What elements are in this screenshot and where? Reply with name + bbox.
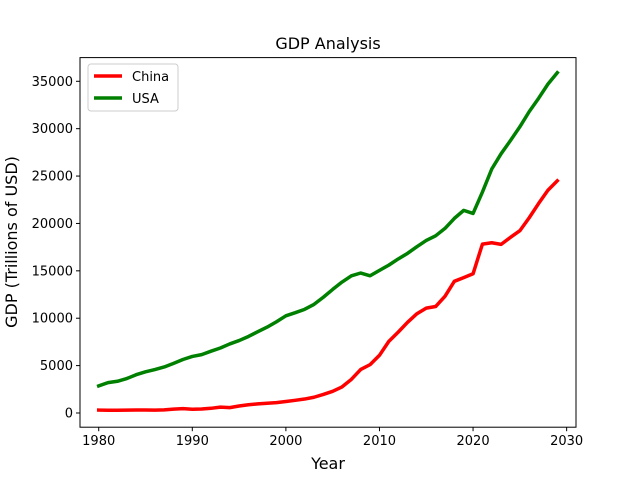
y-tick-label: 0 bbox=[65, 406, 73, 421]
series-line-usa bbox=[96, 70, 560, 389]
y-tick-label: 35000 bbox=[32, 75, 73, 90]
chart-title: GDP Analysis bbox=[275, 34, 380, 53]
legend: China USA bbox=[87, 63, 179, 112]
legend-label-china: China bbox=[132, 70, 169, 85]
y-tick-label: 10000 bbox=[32, 312, 73, 327]
legend-label-usa: USA bbox=[132, 92, 159, 107]
x-tick-label: 2020 bbox=[457, 434, 490, 449]
plot-lines bbox=[96, 70, 560, 413]
series-line-china bbox=[96, 178, 560, 413]
x-tick-label: 2010 bbox=[363, 434, 396, 449]
y-tick-label: 5000 bbox=[40, 359, 73, 374]
x-tick-label: 2000 bbox=[269, 434, 302, 449]
y-axis-ticks: 0 5000 10000 15000 20000 25000 30000 35000 bbox=[32, 75, 80, 421]
plot-frame bbox=[79, 57, 577, 428]
y-tick-label: 15000 bbox=[32, 264, 73, 279]
x-tick-label: 1990 bbox=[176, 434, 209, 449]
x-tick-label: 2030 bbox=[550, 434, 583, 449]
y-axis-title: GDP (Trillions of USD) bbox=[2, 156, 21, 328]
y-tick-label: 30000 bbox=[32, 122, 73, 137]
y-tick-label: 20000 bbox=[32, 217, 73, 232]
x-axis-ticks: 1980 1990 2000 2010 2020 2030 bbox=[82, 427, 583, 449]
x-axis-title: Year bbox=[310, 454, 345, 473]
x-tick-label: 1980 bbox=[82, 434, 115, 449]
y-tick-label: 25000 bbox=[32, 170, 73, 185]
